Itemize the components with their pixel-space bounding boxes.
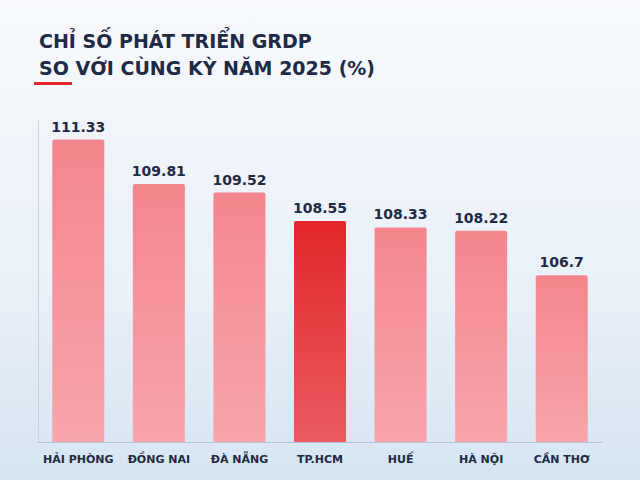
svg-text:ĐÀ NẴNG: ĐÀ NẴNG xyxy=(211,451,269,466)
svg-text:SO VỚI CÙNG KỲ NĂM 2025 (%): SO VỚI CÙNG KỲ NĂM 2025 (%) xyxy=(39,56,375,79)
svg-text:108.55: 108.55 xyxy=(293,200,347,216)
svg-text:108.33: 108.33 xyxy=(374,206,428,222)
svg-text:111.33: 111.33 xyxy=(51,119,105,135)
svg-text:CẦN THƠ: CẦN THƠ xyxy=(534,452,590,466)
svg-text:HUẾ: HUẾ xyxy=(388,451,414,466)
svg-text:HẢI PHÒNG: HẢI PHÒNG xyxy=(43,452,114,466)
svg-text:ĐỒNG NAI: ĐỒNG NAI xyxy=(128,451,190,466)
svg-text:TP.HCM: TP.HCM xyxy=(297,453,343,466)
svg-text:109.81: 109.81 xyxy=(132,163,186,179)
svg-text:CHỈ SỐ PHÁT TRIỂN GRDP: CHỈ SỐ PHÁT TRIỂN GRDP xyxy=(39,27,312,52)
svg-text:HÀ NỘI: HÀ NỘI xyxy=(459,453,503,466)
svg-text:108.22: 108.22 xyxy=(454,210,508,226)
svg-text:106.7: 106.7 xyxy=(540,254,584,270)
svg-text:109.52: 109.52 xyxy=(212,172,266,188)
